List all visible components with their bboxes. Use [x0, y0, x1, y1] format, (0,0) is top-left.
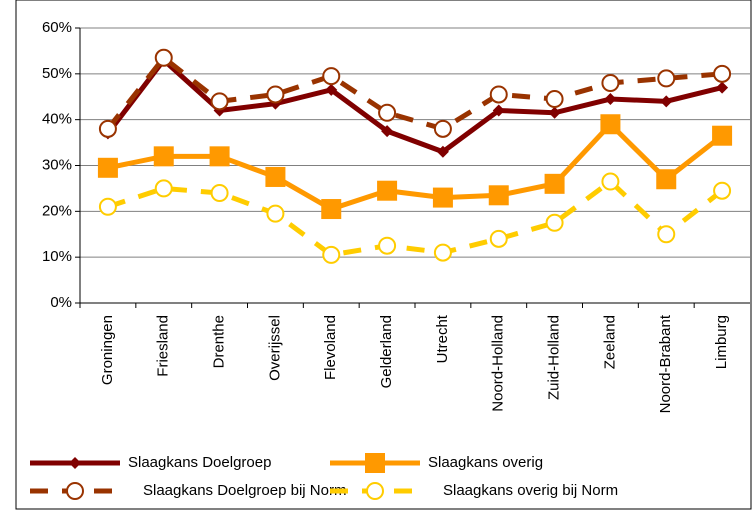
legend-marker — [66, 482, 84, 500]
point — [716, 81, 729, 94]
x-tick-label: Zeeland — [601, 315, 618, 369]
point — [265, 166, 286, 187]
y-tick-label: 10% — [42, 248, 72, 265]
y-tick-label: 0% — [50, 294, 72, 311]
x-tick-label: Zuid-Holland — [546, 315, 563, 400]
legend-label: Slaagkans Doelgroep — [128, 454, 271, 471]
y-tick-label: 20% — [42, 202, 72, 219]
point — [604, 93, 617, 106]
y-tick-label: 50% — [42, 65, 72, 82]
point — [210, 184, 229, 202]
point — [377, 180, 398, 201]
series-line — [105, 56, 723, 155]
point — [321, 199, 342, 220]
y-tick-label: 40% — [42, 111, 72, 128]
x-tick-label: Limburg — [713, 315, 730, 369]
point — [322, 67, 341, 86]
point — [210, 92, 229, 111]
legend-label: Slaagkans Doelgroep bij Norm — [143, 482, 346, 499]
point — [600, 114, 621, 135]
x-tick-label: Groningen — [99, 315, 116, 385]
point — [601, 74, 620, 92]
point — [492, 104, 505, 117]
point — [489, 229, 508, 248]
point — [97, 157, 118, 178]
point — [433, 119, 452, 138]
point — [436, 145, 449, 158]
point — [713, 64, 732, 83]
point — [545, 213, 564, 232]
point — [266, 85, 285, 104]
x-tick-label: Utrecht — [434, 314, 451, 363]
legend-label: Slaagkans overig bij Norm — [443, 482, 618, 499]
point — [657, 225, 676, 244]
point — [381, 125, 394, 138]
y-tick-label: 30% — [42, 156, 72, 173]
legend-marker — [69, 457, 81, 469]
x-tick-label: Flevoland — [322, 315, 339, 380]
y-tick-label: 60% — [42, 19, 72, 36]
x-tick-label: Noord-Brabant — [657, 314, 674, 413]
point — [544, 173, 565, 194]
point — [488, 185, 509, 206]
point — [548, 106, 561, 119]
point — [153, 146, 174, 167]
point — [489, 85, 508, 104]
point — [712, 125, 733, 146]
series-line — [107, 178, 724, 258]
x-tick-label: Friesland — [155, 315, 172, 377]
series-line — [105, 54, 723, 132]
point — [325, 83, 338, 96]
point — [433, 243, 452, 262]
x-tick-label: Gelderland — [378, 315, 395, 388]
point — [378, 236, 397, 255]
legend-marker — [365, 453, 385, 473]
x-tick-label: Drenthe — [211, 315, 228, 368]
point — [266, 204, 285, 223]
x-tick-label: Noord-Holland — [490, 315, 507, 412]
point — [209, 146, 230, 167]
point — [154, 48, 173, 67]
point — [657, 69, 676, 88]
x-tick-label: Overijssel — [266, 315, 283, 381]
point — [98, 119, 117, 138]
point — [545, 90, 564, 109]
point — [378, 103, 397, 122]
point — [432, 187, 453, 208]
point — [656, 169, 677, 190]
point — [713, 181, 732, 200]
point — [601, 172, 620, 191]
point — [322, 245, 341, 264]
legend-marker — [366, 482, 384, 500]
point — [154, 179, 173, 198]
point — [98, 197, 117, 216]
legend-label: Slaagkans overig — [428, 454, 543, 471]
chart-frame — [15, 0, 752, 510]
point — [660, 95, 673, 108]
